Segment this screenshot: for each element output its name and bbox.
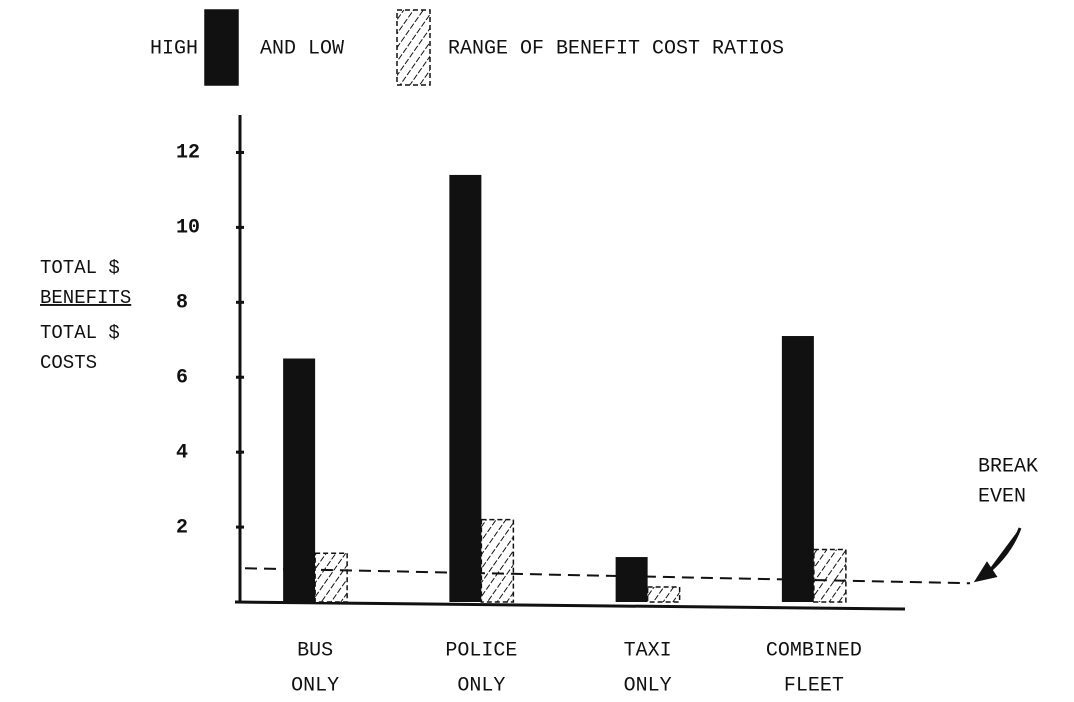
y-tick-label: 10 xyxy=(176,217,200,240)
legend-swatch xyxy=(204,9,239,86)
x-tick-label: ONLY xyxy=(457,674,505,697)
annotation: EVEN xyxy=(978,485,1026,508)
x-tick-label: POLICE xyxy=(445,639,517,662)
legend-swatch xyxy=(396,9,431,86)
x-tick-label: COMBINED xyxy=(766,639,862,662)
x-tick-label: ONLY xyxy=(624,674,672,697)
bar xyxy=(615,557,648,602)
y-tick-label: 8 xyxy=(176,292,188,315)
bar xyxy=(480,518,515,603)
x-axis xyxy=(234,600,906,611)
bar xyxy=(449,174,482,602)
arrow xyxy=(973,527,1022,583)
x-tick-label: ONLY xyxy=(291,674,339,697)
y-tick-label: 6 xyxy=(176,367,188,390)
x-tick-label: TAXI xyxy=(624,639,672,662)
y-tick-label: 2 xyxy=(176,516,188,539)
legend-label: HIGH xyxy=(150,37,198,60)
x-tick-label: BUS xyxy=(297,639,333,662)
y-label: TOTAL $ xyxy=(40,257,120,279)
reference-line xyxy=(244,567,971,585)
chart-title: RANGE OF BENEFIT COST RATIOS xyxy=(448,37,784,60)
bar xyxy=(646,586,681,603)
y-label: BENEFITS xyxy=(40,287,131,309)
bar xyxy=(781,336,814,602)
bar xyxy=(314,552,348,603)
legend-label: AND LOW xyxy=(260,37,344,60)
y-tick-label: 12 xyxy=(176,142,200,165)
bar xyxy=(813,548,847,603)
annotation: BREAK xyxy=(978,455,1038,478)
y-label: COSTS xyxy=(40,352,97,374)
y-tick-label: 4 xyxy=(176,441,188,464)
y-label: TOTAL $ xyxy=(40,322,120,344)
bar xyxy=(283,358,316,602)
x-tick-label: FLEET xyxy=(784,674,844,697)
